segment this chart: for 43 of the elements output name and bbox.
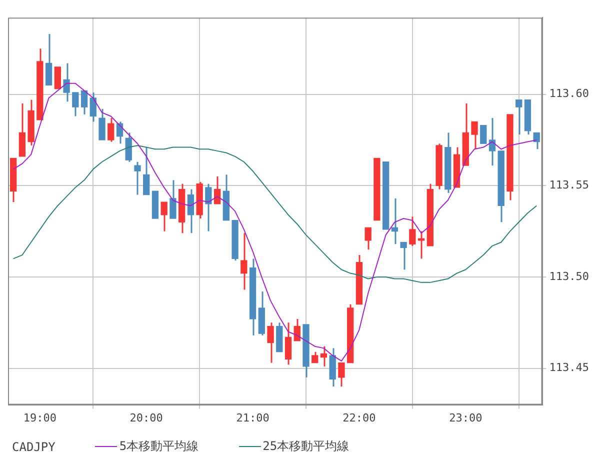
candlestick (63, 62, 70, 102)
candlestick (170, 179, 176, 220)
candlestick (533, 132, 540, 150)
y-tick-label: 113.60 (549, 87, 590, 100)
candlestick (312, 351, 318, 364)
y-tick-label: 113.55 (549, 178, 590, 192)
candlestick (400, 242, 407, 270)
legend-label: 25本移動平均線 (262, 438, 350, 455)
candlestick (134, 161, 141, 196)
x-tick-label: 20:00 (130, 411, 163, 424)
x-tick-label: 19:00 (23, 411, 56, 424)
candlestick (320, 346, 328, 368)
candlestick (267, 322, 274, 364)
candlestick (418, 230, 425, 260)
candlestick (240, 232, 248, 290)
legend-label: 5本移動平均線 (119, 438, 199, 455)
candlestick (480, 125, 487, 144)
candlestick (516, 99, 522, 136)
x-tick-label: 21:00 (236, 411, 270, 424)
candlestick (187, 188, 194, 234)
candlestick (338, 362, 345, 388)
text: CADJPY (12, 440, 56, 454)
candlestick (409, 216, 416, 247)
candlestick (54, 66, 61, 90)
y-tick-label: 113.50 (549, 270, 590, 283)
candlestick (143, 146, 150, 196)
candlestick (284, 322, 292, 366)
candlestick (391, 198, 398, 245)
candlestick (108, 117, 114, 143)
candlestick (125, 132, 132, 163)
y-tick-label: 113.45 (549, 361, 590, 374)
candlestick (364, 226, 372, 250)
candlestick (80, 90, 88, 116)
candlestick (160, 201, 168, 232)
candlestick (45, 33, 52, 86)
x-tick-label: 23:00 (449, 411, 482, 424)
candlestick (488, 117, 496, 166)
candlestick (98, 108, 106, 141)
x-tick-label: 22:00 (342, 411, 376, 424)
candlestick (90, 92, 96, 122)
candlestick (471, 120, 478, 150)
candlestick (72, 92, 79, 117)
candlestick (205, 183, 212, 232)
